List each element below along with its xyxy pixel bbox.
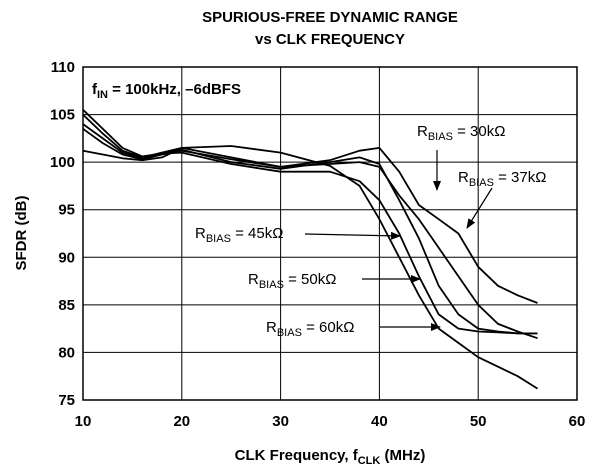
series-label: RBIAS = 45kΩ — [195, 225, 283, 245]
x-tick-label: 20 — [173, 413, 190, 430]
series-label-text: R — [458, 169, 469, 186]
series-label-sub: BIAS — [469, 177, 494, 189]
y-tick-label: 110 — [51, 59, 75, 76]
series-label: RBIAS = 30kΩ — [417, 123, 505, 143]
note: fIN = 100kHz, –6dBFS — [92, 81, 241, 101]
series-label-rest: = 60kΩ — [302, 319, 355, 336]
series-label-rest: = 50kΩ — [284, 271, 337, 288]
series-label-rest: = 30kΩ — [453, 123, 506, 140]
y-tick-label: 90 — [58, 249, 75, 266]
x-tick-label: 10 — [75, 413, 92, 430]
x-axis-label-text: CLK Frequency, f — [235, 447, 359, 464]
series-line — [82, 123, 538, 340]
chart-title: SPURIOUS-FREE DYNAMIC RANGE — [202, 9, 458, 26]
series-label-rest: = 37kΩ — [494, 169, 547, 186]
series-line — [82, 145, 538, 390]
series-label-sub: BIAS — [206, 233, 231, 245]
y-tick-label: 75 — [58, 392, 75, 409]
series-label-text: R — [248, 271, 259, 288]
series-line — [82, 109, 538, 335]
x-tick-label: 60 — [569, 413, 586, 430]
series-label: RBIAS = 60kΩ — [266, 319, 354, 339]
annotation-arrow — [466, 187, 493, 229]
series-label-sub: BIAS — [428, 131, 453, 143]
x-axis-label-rest: (MHz) — [380, 447, 425, 464]
x-tick-label: 50 — [470, 413, 487, 430]
chart-title: vs CLK FREQUENCY — [255, 31, 405, 48]
series-label-rest: = 45kΩ — [231, 225, 284, 242]
series-label-text: R — [417, 123, 428, 140]
x-axis-label-sub: CLK — [358, 455, 381, 467]
x-tick-label: 30 — [272, 413, 289, 430]
y-tick-label: 100 — [50, 154, 75, 171]
y-axis-label: SFDR (dB) — [13, 196, 30, 271]
series-label-sub: BIAS — [259, 279, 284, 291]
y-tick-label: 85 — [58, 297, 75, 314]
x-axis-label: CLK Frequency, fCLK (MHz) — [235, 447, 426, 467]
y-tick-label: 95 — [58, 202, 75, 219]
plot-frame — [82, 66, 578, 401]
x-tick-label: 40 — [371, 413, 388, 430]
note-rest: = 100kHz, –6dBFS — [108, 81, 241, 98]
series-label-sub: BIAS — [277, 327, 302, 339]
y-tick-label: 105 — [50, 107, 75, 124]
series-label-text: R — [266, 319, 277, 336]
note-text: f — [92, 81, 98, 98]
annotation-arrow — [304, 231, 401, 240]
note-sub: IN — [97, 89, 108, 101]
series-line — [82, 113, 538, 335]
series-label-text: R — [195, 225, 206, 242]
series-label: RBIAS = 50kΩ — [248, 271, 336, 291]
series-label: RBIAS = 37kΩ — [458, 169, 546, 189]
y-tick-label: 80 — [58, 344, 75, 361]
